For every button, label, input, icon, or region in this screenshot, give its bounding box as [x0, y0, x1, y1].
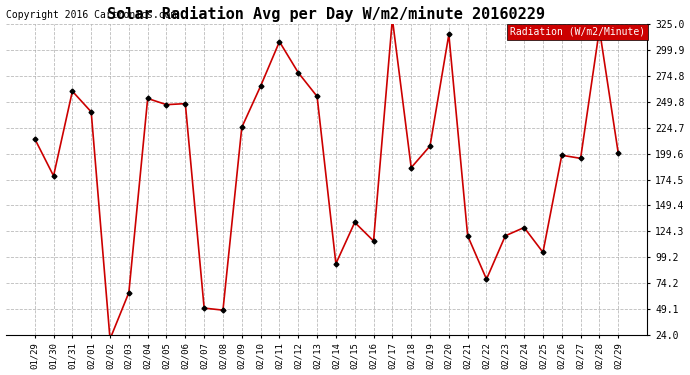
Title: Solar Radiation Avg per Day W/m2/minute 20160229: Solar Radiation Avg per Day W/m2/minute …: [108, 6, 546, 21]
Text: Copyright 2016 Cartronics.com: Copyright 2016 Cartronics.com: [6, 10, 176, 20]
Text: Radiation (W/m2/Minute): Radiation (W/m2/Minute): [509, 27, 644, 37]
